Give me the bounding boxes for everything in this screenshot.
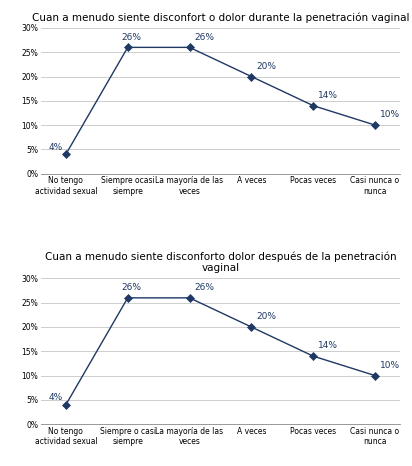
Text: 20%: 20% bbox=[256, 312, 276, 321]
Text: 4%: 4% bbox=[49, 393, 63, 402]
Text: 20%: 20% bbox=[256, 62, 276, 71]
Title: Cuan a menudo siente disconfort o dolor durante la penetración vaginal: Cuan a menudo siente disconfort o dolor … bbox=[32, 13, 409, 23]
Text: 26%: 26% bbox=[194, 283, 215, 292]
Text: 10%: 10% bbox=[380, 110, 400, 119]
Text: 26%: 26% bbox=[194, 33, 215, 41]
Text: 14%: 14% bbox=[318, 91, 338, 100]
Title: Cuan a menudo siente disconforto dolor después de la penetración
vaginal: Cuan a menudo siente disconforto dolor d… bbox=[44, 251, 396, 274]
Text: 4%: 4% bbox=[49, 143, 63, 152]
Text: 14%: 14% bbox=[318, 341, 338, 350]
Text: 26%: 26% bbox=[122, 283, 142, 292]
Text: 10%: 10% bbox=[380, 361, 400, 370]
Text: 26%: 26% bbox=[122, 33, 142, 41]
